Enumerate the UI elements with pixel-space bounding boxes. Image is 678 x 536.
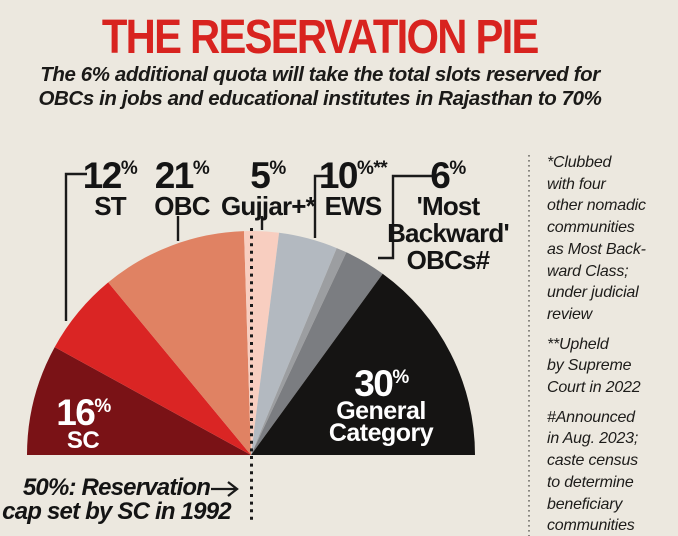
- pie-slice-gujjar: [244, 230, 280, 455]
- callout-ews: 10%** EWS: [305, 151, 401, 220]
- leader-line-most-backward: [378, 174, 433, 260]
- callout-obc: 21% OBC: [134, 151, 230, 220]
- callout-ews-label: EWS: [324, 191, 383, 221]
- callout-most-backward-label: 'Most: [416, 191, 481, 221]
- page-title: THE RESERVATION PIE: [101, 11, 539, 64]
- callout-st-label: ST: [94, 191, 126, 221]
- label-general-name: General: [336, 397, 426, 425]
- footnote-upheld: **Upheld by Supreme Court in 2022: [547, 335, 641, 397]
- percent-sign: %: [94, 396, 111, 417]
- label-sc-value: 16%: [56, 392, 111, 433]
- callout-gujjar-label: Gujjar+*: [220, 191, 316, 221]
- percent-sign: %: [449, 158, 466, 179]
- arrow-right-icon: [211, 481, 239, 497]
- pie-slice-most-backward-obcs: [251, 252, 383, 455]
- percent-sign: %**: [356, 158, 388, 179]
- pie-slice-general-category: [251, 273, 475, 455]
- footnote-clubbed: *Clubbed with four other nomadic communi…: [547, 154, 646, 323]
- callout-ews-value: 10%**: [318, 155, 388, 196]
- callout-most-backward-label: Backward': [387, 218, 510, 248]
- footnotes-panel: *Clubbed with four other nomadic communi…: [547, 152, 675, 536]
- callout-st: 12% ST: [62, 151, 158, 220]
- cap-annotation: 50%: Reservation cap set by SC in 1992: [0, 476, 233, 523]
- cap-annotation-line2: cap set by SC in 1992: [2, 497, 231, 525]
- callout-most-backward-label: OBCs#: [406, 245, 491, 275]
- label-general-category: 30% General Category: [311, 361, 451, 447]
- pie-slice-ews: [251, 232, 337, 455]
- percent-sign: %: [120, 158, 138, 179]
- cap-annotation-line1: 50%: Reservation: [22, 474, 211, 501]
- callout-gujjar-value: 5%: [250, 155, 286, 196]
- leader-line-st: [64, 172, 87, 321]
- pie-slice-obc: [108, 231, 251, 455]
- percent-sign: %: [392, 367, 409, 388]
- label-sc-name: SC: [66, 427, 100, 454]
- pie-slice-st: [54, 282, 252, 455]
- callout-most-backward-value: 6%: [430, 155, 466, 196]
- label-general-value: 30%: [354, 363, 409, 404]
- callout-obc-label: OBC: [154, 191, 210, 221]
- callout-obc-value: 21%: [154, 155, 210, 196]
- callout-st-value: 12%: [82, 155, 138, 196]
- percent-sign: %: [192, 158, 210, 179]
- pie-slice-sc: [27, 347, 251, 455]
- percent-sign: %: [269, 158, 286, 179]
- footnote-announced: #Announced in Aug. 2023; caste census to…: [547, 408, 639, 535]
- label-sc: 16% SC: [33, 390, 133, 454]
- callout-gujjar: 5% Gujjar+*: [220, 151, 316, 220]
- subtitle: The 6% additional quota will take the to…: [38, 63, 602, 110]
- leader-line-ews: [313, 174, 331, 238]
- callout-most-backward: 6% 'Most Backward' OBCs#: [382, 151, 514, 274]
- pie-slice-ews: [251, 248, 347, 455]
- label-general-name: Category: [328, 419, 434, 447]
